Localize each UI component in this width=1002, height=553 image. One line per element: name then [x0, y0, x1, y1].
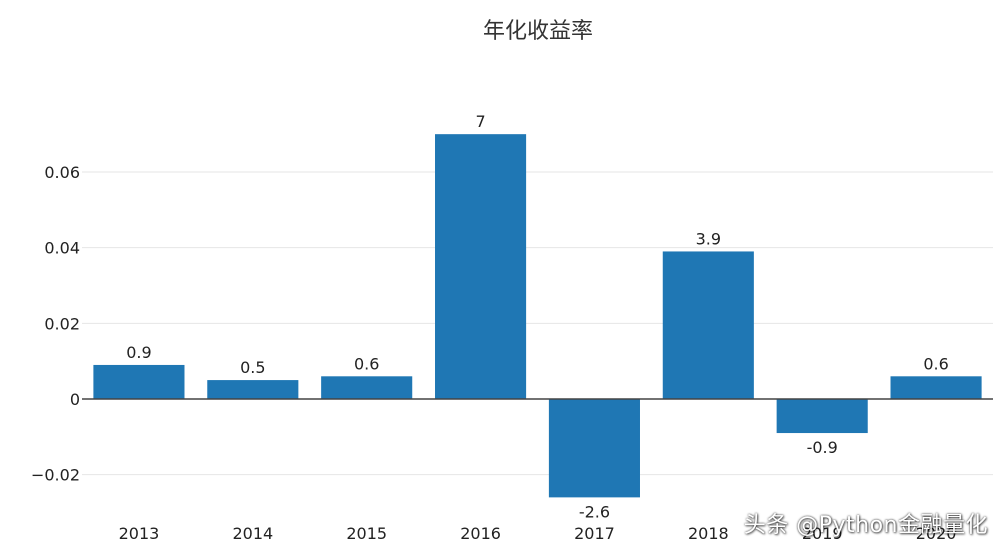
bar-data-label: 0.9: [126, 343, 151, 362]
bars: [93, 134, 982, 498]
y-tick-label: 0.06: [44, 163, 80, 182]
x-tick-label: 2019: [802, 524, 843, 543]
bar-data-label: -2.6: [579, 502, 610, 521]
x-tick-label: 2014: [232, 524, 273, 543]
bar-data-label: 3.9: [696, 229, 721, 248]
x-tick-label: 2018: [688, 524, 729, 543]
x-tick-label: 2015: [346, 524, 387, 543]
watermark: 头条 @Python金融量化: [743, 513, 988, 538]
bar: [662, 251, 754, 399]
bar: [776, 399, 868, 434]
bar-data-label: -0.9: [807, 438, 838, 457]
y-tick-label: 0.04: [44, 239, 80, 258]
bar: [321, 376, 413, 399]
y-axis-ticks: −0.02 0 0.02 0.04 0.06: [31, 163, 80, 485]
x-tick-label: 2017: [574, 524, 615, 543]
bar: [207, 380, 299, 399]
bar-data-label: 0.6: [354, 354, 379, 373]
grid-lines: [82, 171, 993, 476]
x-axis-ticks: 2013 2014 2015 2016 2017 2018 2019 2020: [119, 524, 957, 543]
y-tick-label: −0.02: [31, 466, 80, 485]
chart-title: 年化收益率: [483, 19, 593, 44]
bar: [435, 134, 527, 399]
x-tick-label: 2016: [460, 524, 501, 543]
bar: [548, 399, 640, 498]
bar: [890, 376, 982, 399]
bar-data-label: 0.6: [923, 354, 948, 373]
bar: [93, 364, 185, 399]
x-tick-label: 2020: [916, 524, 957, 543]
bar-data-label: 0.5: [240, 358, 265, 377]
bar-labels: 0.9 0.5 0.6 7 -2.6 3.9 -0.9 0.6: [126, 112, 949, 521]
x-tick-label: 2013: [119, 524, 160, 543]
bar-data-label: 7: [475, 112, 485, 131]
y-tick-label: 0: [70, 390, 80, 409]
y-tick-label: 0.02: [44, 314, 80, 333]
